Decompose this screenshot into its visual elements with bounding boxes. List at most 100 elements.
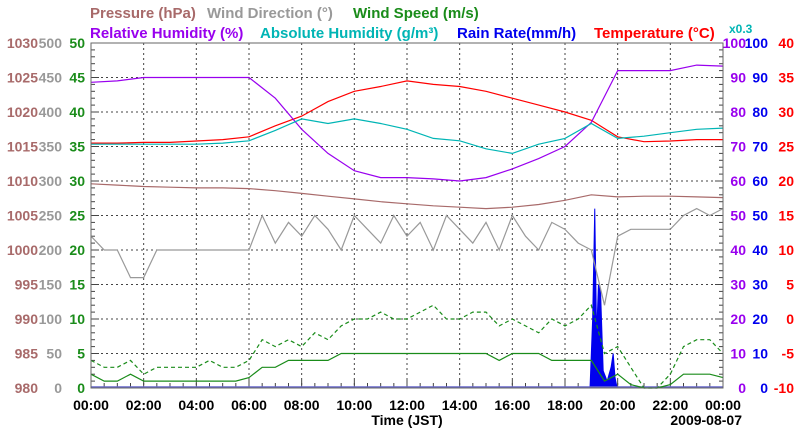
wind-speed-tick-label: 10 <box>69 311 85 327</box>
humidity-tick-label: 30 <box>730 277 746 293</box>
x-tick-label: 12:00 <box>389 397 425 413</box>
x-tick-label: 02:00 <box>126 397 162 413</box>
pressure-tick-label: 980 <box>15 380 39 396</box>
wind-direction-tick-label: 200 <box>39 242 63 258</box>
rain-tick-label: 30 <box>752 277 768 293</box>
wind-gust-line <box>90 304 724 389</box>
pressure-tick-label: 1025 <box>7 70 38 86</box>
humidity-tick-label: 80 <box>730 104 746 120</box>
pressure-tick-label: 995 <box>15 277 39 293</box>
x-tick-label: 08:00 <box>284 397 320 413</box>
wind-direction-tick-label: 150 <box>39 277 63 293</box>
pressure-tick-label: 1020 <box>7 104 38 120</box>
rain-tick-label: 40 <box>752 242 768 258</box>
wind-direction-tick-label: 0 <box>54 380 62 396</box>
temperature-tick-label: 5 <box>786 277 794 293</box>
wind-direction-tick-label: 250 <box>39 208 63 224</box>
humidity-tick-label: 100 <box>723 35 747 51</box>
humidity-tick-label: 40 <box>730 242 746 258</box>
x-tick-label: 10:00 <box>336 397 372 413</box>
humidity-tick-label: 60 <box>730 173 746 189</box>
wind-speed-tick-label: 30 <box>69 173 85 189</box>
temperature-tick-label: 25 <box>778 139 794 155</box>
wind-speed-tick-label: 25 <box>69 208 85 224</box>
legend-absolute-humidity: Absolute Humidity (g/m³) <box>260 25 438 42</box>
rain-tick-label: 100 <box>745 35 769 51</box>
x-tick-label: 20:00 <box>600 397 636 413</box>
wind-speed-tick-label: 40 <box>69 104 85 120</box>
temperature-tick-label: 15 <box>778 208 794 224</box>
legend-rain-rate: Rain Rate(mm/h) <box>457 25 576 42</box>
x-tick-label: 14:00 <box>442 397 478 413</box>
temperature-tick-label: 10 <box>778 242 794 258</box>
legend-relative-humidity: Relative Humidity (%) <box>90 25 243 42</box>
temperature-tick-label: 20 <box>778 173 794 189</box>
x-tick-label: 22:00 <box>652 397 688 413</box>
pressure-tick-label: 1005 <box>7 208 38 224</box>
temperature-line <box>91 80 723 144</box>
rain-tick-label: 20 <box>752 311 768 327</box>
wind-direction-tick-label: 100 <box>39 311 63 327</box>
wind-speed-tick-label: 35 <box>69 139 85 155</box>
temperature-tick-label: 0 <box>786 311 794 327</box>
rain-tick-label: 50 <box>752 208 768 224</box>
legend-wind-direction: Wind Direction (°) <box>207 5 333 22</box>
wind-speed-tick-label: 15 <box>69 277 85 293</box>
rain-tick-label: 60 <box>752 173 768 189</box>
temperature-tick-label: -10 <box>774 380 794 396</box>
pressure-tick-label: 1000 <box>7 242 38 258</box>
rain-tick-label: 10 <box>752 346 768 362</box>
temperature-tick-label: 30 <box>778 104 794 120</box>
absolute-humidity-line <box>91 118 724 155</box>
temperature-tick-label: 40 <box>778 35 794 51</box>
x-tick-label: 18:00 <box>547 397 583 413</box>
legend-abs-humidity-scale: x0.3 <box>729 22 753 36</box>
rain-rate-area <box>589 208 618 389</box>
humidity-tick-label: 70 <box>730 139 746 155</box>
humidity-tick-label: 0 <box>738 380 746 396</box>
tick-labels: 1030102510201015101010051000995990985980… <box>7 35 794 413</box>
wind-speed-tick-label: 0 <box>77 380 85 396</box>
legend-temperature: Temperature (°C) <box>594 25 715 42</box>
rain-tick-label: 80 <box>752 104 768 120</box>
wind-direction-tick-label: 450 <box>39 70 63 86</box>
rain-tick-label: 70 <box>752 139 768 155</box>
date-label: 2009-08-07 <box>670 412 742 428</box>
humidity-tick-label: 90 <box>730 70 746 86</box>
x-tick-label: 00:00 <box>73 397 109 413</box>
pressure-tick-label: 1030 <box>7 35 38 51</box>
x-tick-label: 00:00 <box>705 397 741 413</box>
x-tick-label: 04:00 <box>178 397 214 413</box>
temperature-tick-label: 35 <box>778 70 794 86</box>
pressure-tick-label: 1015 <box>7 139 38 155</box>
pressure-tick-label: 985 <box>15 346 39 362</box>
wind-direction-line <box>90 207 724 306</box>
rain-tick-label: 0 <box>760 380 768 396</box>
pressure-tick-label: 1010 <box>7 173 38 189</box>
grid <box>90 42 724 389</box>
wind-speed-tick-label: 20 <box>69 242 85 258</box>
legend-wind-speed: Wind Speed (m/s) <box>353 5 479 22</box>
pressure-tick-label: 990 <box>15 311 39 327</box>
wind-direction-tick-label: 350 <box>39 139 63 155</box>
legend: Pressure (hPa) Wind Direction (°) Wind S… <box>90 5 753 42</box>
plot-area <box>90 64 724 389</box>
rain-tick-label: 90 <box>752 70 768 86</box>
wind-speed-tick-label: 5 <box>77 346 85 362</box>
wind-direction-tick-label: 400 <box>39 104 63 120</box>
wind-speed-tick-label: 50 <box>69 35 85 51</box>
wind-speed-line <box>90 352 724 389</box>
wind-direction-tick-label: 50 <box>46 346 62 362</box>
wind-direction-tick-label: 300 <box>39 173 63 189</box>
humidity-tick-label: 50 <box>730 208 746 224</box>
plot-frame <box>90 42 724 389</box>
humidity-tick-label: 20 <box>730 311 746 327</box>
x-tick-label: 16:00 <box>494 397 530 413</box>
wind-direction-tick-label: 500 <box>39 35 63 51</box>
relative-humidity-line <box>90 64 724 182</box>
x-tick-label: 06:00 <box>231 397 267 413</box>
x-axis-title: Time (JST) <box>371 412 442 428</box>
humidity-tick-label: 10 <box>730 346 746 362</box>
temperature-tick-label: -5 <box>782 346 795 362</box>
